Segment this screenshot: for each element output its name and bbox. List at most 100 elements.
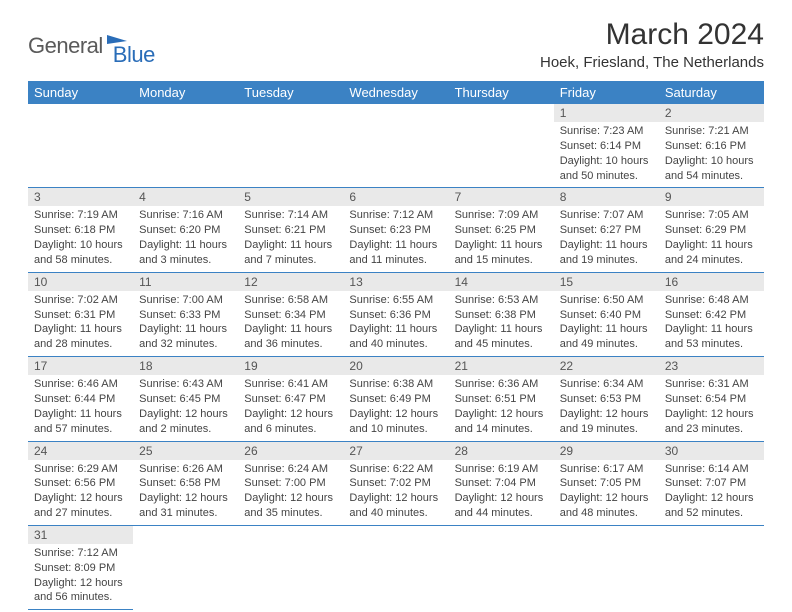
sunrise-text: Sunrise: 6:29 AM: [34, 462, 127, 477]
logo: General Blue: [28, 24, 155, 68]
sunrise-text: Sunrise: 7:16 AM: [139, 208, 232, 223]
daylight-text: Daylight: 12 hours and 6 minutes.: [244, 407, 337, 437]
day-number: 25: [133, 441, 238, 460]
day-number: 17: [28, 357, 133, 376]
day-number: [554, 525, 659, 544]
day-cell: Sunrise: 7:23 AMSunset: 6:14 PMDaylight:…: [554, 122, 659, 188]
day-cell: Sunrise: 6:17 AMSunset: 7:05 PMDaylight:…: [554, 460, 659, 526]
day-cell: Sunrise: 7:14 AMSunset: 6:21 PMDaylight:…: [238, 206, 343, 272]
day-number: [343, 104, 448, 122]
day-number: 6: [343, 188, 448, 207]
sunrise-text: Sunrise: 7:21 AM: [665, 124, 758, 139]
day-cell: Sunrise: 7:02 AMSunset: 6:31 PMDaylight:…: [28, 291, 133, 357]
day-cell: Sunrise: 6:55 AMSunset: 6:36 PMDaylight:…: [343, 291, 448, 357]
day-cell: [133, 544, 238, 610]
daylight-text: Daylight: 12 hours and 31 minutes.: [139, 491, 232, 521]
sunrise-text: Sunrise: 6:36 AM: [455, 377, 548, 392]
sunrise-text: Sunrise: 6:46 AM: [34, 377, 127, 392]
detail-row: Sunrise: 7:19 AMSunset: 6:18 PMDaylight:…: [28, 206, 764, 272]
daynum-row: 17181920212223: [28, 357, 764, 376]
daylight-text: Daylight: 12 hours and 44 minutes.: [455, 491, 548, 521]
sunrise-text: Sunrise: 6:50 AM: [560, 293, 653, 308]
sunset-text: Sunset: 6:54 PM: [665, 392, 758, 407]
sunrise-text: Sunrise: 7:09 AM: [455, 208, 548, 223]
day-number: 26: [238, 441, 343, 460]
day-number: 28: [449, 441, 554, 460]
day-number: [133, 104, 238, 122]
day-header: Thursday: [449, 81, 554, 104]
day-number: 20: [343, 357, 448, 376]
day-cell: Sunrise: 6:14 AMSunset: 7:07 PMDaylight:…: [659, 460, 764, 526]
sunset-text: Sunset: 7:00 PM: [244, 476, 337, 491]
day-header: Saturday: [659, 81, 764, 104]
daylight-text: Daylight: 12 hours and 2 minutes.: [139, 407, 232, 437]
day-cell: Sunrise: 6:48 AMSunset: 6:42 PMDaylight:…: [659, 291, 764, 357]
calendar-table: Sunday Monday Tuesday Wednesday Thursday…: [28, 81, 764, 610]
sunrise-text: Sunrise: 6:26 AM: [139, 462, 232, 477]
sunset-text: Sunset: 6:31 PM: [34, 308, 127, 323]
daylight-text: Daylight: 11 hours and 28 minutes.: [34, 322, 127, 352]
day-cell: Sunrise: 6:31 AMSunset: 6:54 PMDaylight:…: [659, 375, 764, 441]
sunset-text: Sunset: 6:42 PM: [665, 308, 758, 323]
sunset-text: Sunset: 6:16 PM: [665, 139, 758, 154]
day-cell: Sunrise: 7:19 AMSunset: 6:18 PMDaylight:…: [28, 206, 133, 272]
daylight-text: Daylight: 11 hours and 53 minutes.: [665, 322, 758, 352]
day-number: 3: [28, 188, 133, 207]
sunrise-text: Sunrise: 7:23 AM: [560, 124, 653, 139]
sunrise-text: Sunrise: 7:02 AM: [34, 293, 127, 308]
day-number: 24: [28, 441, 133, 460]
detail-row: Sunrise: 6:46 AMSunset: 6:44 PM Daylight:…: [28, 375, 764, 441]
day-cell: Sunrise: 6:53 AMSunset: 6:38 PMDaylight:…: [449, 291, 554, 357]
sunrise-text: Sunrise: 6:14 AM: [665, 462, 758, 477]
daylight-text: Daylight: 12 hours and 14 minutes.: [455, 407, 548, 437]
day-cell: Sunrise: 7:07 AMSunset: 6:27 PMDaylight:…: [554, 206, 659, 272]
day-number: [659, 525, 764, 544]
sunset-text: Sunset: 6:49 PM: [349, 392, 442, 407]
daylight-text: Daylight: 10 hours and 50 minutes.: [560, 154, 653, 184]
day-cell: Sunrise: 6:29 AMSunset: 6:56 PMDaylight:…: [28, 460, 133, 526]
day-cell: [343, 122, 448, 188]
day-cell: Sunrise: 6:19 AMSunset: 7:04 PMDaylight:…: [449, 460, 554, 526]
sunset-text: Sunset: 6:58 PM: [139, 476, 232, 491]
sunset-text: Sunset: 6:53 PM: [560, 392, 653, 407]
day-number: 16: [659, 272, 764, 291]
daylight-text: Daylight: 12 hours and 40 minutes.: [349, 491, 442, 521]
day-number: 2: [659, 104, 764, 122]
day-cell: [133, 122, 238, 188]
sunrise-text: Sunrise: 7:00 AM: [139, 293, 232, 308]
sunrise-text: Sunrise: 6:41 AM: [244, 377, 337, 392]
day-number: 9: [659, 188, 764, 207]
day-header: Wednesday: [343, 81, 448, 104]
daylight-text: Daylight: 11 hours and 3 minutes.: [139, 238, 232, 268]
day-header-row: Sunday Monday Tuesday Wednesday Thursday…: [28, 81, 764, 104]
day-cell: Sunrise: 7:12 AMSunset: 6:23 PMDaylight:…: [343, 206, 448, 272]
sunrise-text: Sunrise: 7:12 AM: [34, 546, 127, 561]
daylight-text: Daylight: 12 hours and 56 minutes.: [34, 576, 127, 606]
day-header: Friday: [554, 81, 659, 104]
logo-text-blue: Blue: [113, 42, 155, 68]
sunrise-text: Sunrise: 6:19 AM: [455, 462, 548, 477]
day-number: 8: [554, 188, 659, 207]
sunrise-text: Sunrise: 6:17 AM: [560, 462, 653, 477]
sunset-text: Sunset: 6:44 PM: [34, 392, 127, 407]
day-number: [133, 525, 238, 544]
detail-row: Sunrise: 7:23 AMSunset: 6:14 PMDaylight:…: [28, 122, 764, 188]
day-number: 18: [133, 357, 238, 376]
sunrise-text: Sunrise: 6:34 AM: [560, 377, 653, 392]
day-number: 7: [449, 188, 554, 207]
sunrise-text: Sunrise: 7:19 AM: [34, 208, 127, 223]
sunset-text: Sunset: 6:25 PM: [455, 223, 548, 238]
sunset-text: Sunset: 6:23 PM: [349, 223, 442, 238]
day-cell: Sunrise: 6:36 AMSunset: 6:51 PMDaylight:…: [449, 375, 554, 441]
daylight-text: Daylight: 11 hours and 32 minutes.: [139, 322, 232, 352]
sunrise-text: Sunrise: 7:12 AM: [349, 208, 442, 223]
daylight-text: Daylight: 11 hours and 40 minutes.: [349, 322, 442, 352]
day-cell: Sunrise: 7:12 AMSunset: 8:09 PMDaylight:…: [28, 544, 133, 610]
day-number: 29: [554, 441, 659, 460]
daynum-row: 10111213141516: [28, 272, 764, 291]
logo-text-general: General: [28, 33, 103, 59]
day-number: 13: [343, 272, 448, 291]
day-cell: [238, 544, 343, 610]
daynum-row: 12: [28, 104, 764, 122]
daynum-row: 3456789: [28, 188, 764, 207]
